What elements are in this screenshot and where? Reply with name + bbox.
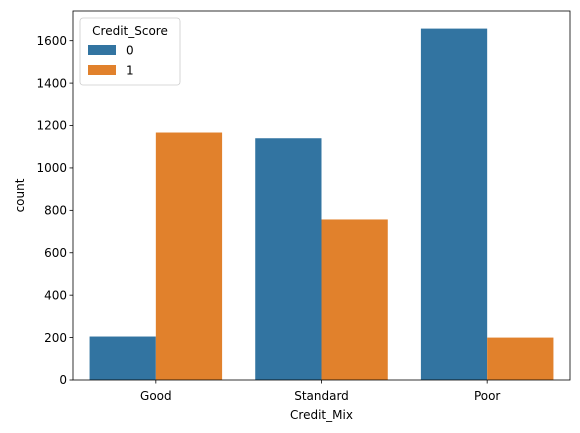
legend: Credit_Score 0 1	[79, 17, 181, 86]
legend-title: Credit_Score	[92, 24, 168, 38]
y-tick-label: 600	[44, 246, 67, 260]
legend-swatch-0	[88, 45, 116, 55]
legend-label-0: 0	[126, 44, 134, 58]
bars-layer	[89, 28, 554, 380]
bar-good-series-0	[89, 336, 156, 380]
y-tick-label: 400	[44, 288, 67, 302]
y-tick-label: 800	[44, 204, 67, 218]
y-axis: 0 200 400 600 800 1000 1200 1400 1600	[36, 34, 73, 387]
y-tick-label: 1400	[36, 76, 67, 90]
bar-standard-series-1	[321, 219, 388, 380]
legend-swatch-1	[88, 65, 116, 75]
x-tick-label-poor: Poor	[474, 389, 500, 403]
bar-poor-series-0	[420, 28, 488, 380]
plot-frame	[72, 10, 571, 381]
bar-standard-series-0	[255, 138, 322, 380]
x-axis-label: Credit_Mix	[290, 408, 353, 422]
bar-good-series-1	[155, 132, 223, 380]
x-axis: Good Standard Poor	[140, 380, 500, 403]
y-tick-label: 1000	[36, 161, 67, 175]
y-tick-label: 200	[44, 331, 67, 345]
x-tick-label-standard: Standard	[294, 389, 349, 403]
legend-label-1: 1	[126, 64, 134, 78]
y-tick-label: 1200	[36, 119, 67, 133]
bar-poor-series-1	[487, 337, 554, 380]
y-tick-label: 1600	[36, 34, 67, 48]
y-tick-label: 0	[59, 373, 67, 387]
y-axis-label: count	[13, 178, 27, 212]
x-tick-label-good: Good	[140, 389, 172, 403]
